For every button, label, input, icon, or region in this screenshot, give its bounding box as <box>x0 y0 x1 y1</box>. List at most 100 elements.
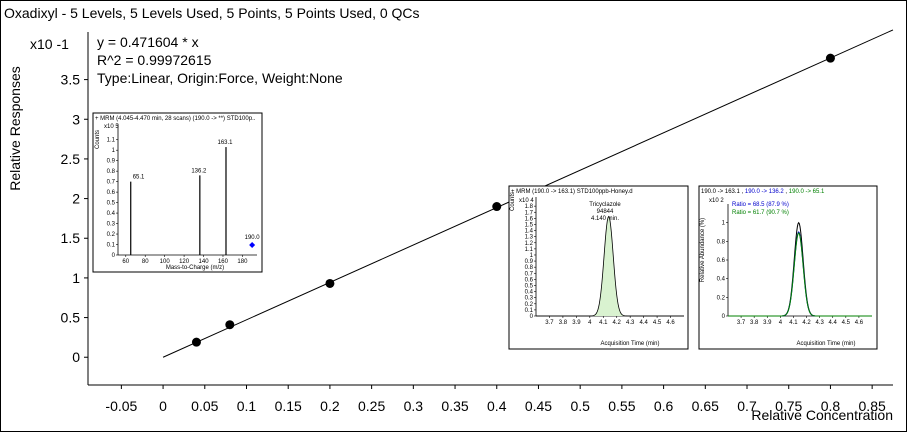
y-multiplier-label: x10 -1 <box>30 36 69 52</box>
y-tick-label: 3.5 <box>61 72 81 88</box>
inset-x-tick-label: 180 <box>237 259 248 265</box>
inset-x-tick-label: 4.3 <box>626 320 635 326</box>
inset-y-tick-label: 0.1 <box>107 243 116 249</box>
compound-name-label: Tricyclazole <box>589 202 621 208</box>
inset-y-tick-label: 0.6 <box>525 277 534 283</box>
inset-y-tick-label: 0.1 <box>525 308 534 314</box>
calibration-point <box>492 202 502 212</box>
inset-y-tick-label: 0.8 <box>717 239 726 245</box>
mass-spectrum-y-label: Counts <box>95 130 101 149</box>
inset-x-tick-label: 3.8 <box>750 320 759 326</box>
x-tick-label: 0.35 <box>441 398 468 414</box>
chromatogram-inset: + MRM (190.0 -> 163.1) STD100ppb-Honey.d… <box>508 185 689 350</box>
inset-x-tick-label: 3.9 <box>572 320 581 326</box>
inset-y-tick-label: 0 <box>722 314 726 320</box>
inset-y-tick-label: 0.7 <box>107 180 116 186</box>
qualifier-title-part: , <box>784 189 789 195</box>
inset-y-tick-label: 1 <box>112 148 116 154</box>
spectrum-peak-label: 163.1 <box>217 140 233 146</box>
x-tick-label: 0.4 <box>487 398 507 414</box>
mass-spectrum-x-label: Mass-to-Charge (m/z) <box>166 265 224 271</box>
inset-y-tick-label: 1.6 <box>525 216 534 222</box>
inset-x-tick-label: 4.6 <box>855 320 864 326</box>
peak-area-label: 94844 <box>597 209 614 215</box>
inset-x-tick-label: 3.7 <box>737 320 746 326</box>
r-squared-text: R^2 = 0.99972615 <box>97 52 212 68</box>
x-tick-label: 0 <box>159 398 167 414</box>
inset-x-tick-label: 3.8 <box>559 320 568 326</box>
chromatogram-trace <box>536 215 684 317</box>
chromatogram-title: + MRM (190.0 -> 163.1) STD100ppb-Honey.d <box>511 189 633 195</box>
retention-time-label: 4.140 min. <box>591 216 619 222</box>
inset-y-tick-label: 0.8 <box>525 265 534 271</box>
mass-spectrum-border <box>92 112 263 273</box>
x-tick-label: 0.6 <box>654 398 674 414</box>
inset-y-tick-label: 0.2 <box>107 232 116 238</box>
mass-spectrum-inset: + MRM (4.045-4.470 min, 28 scans) (190.0… <box>92 112 263 273</box>
fit-type-text: Type:Linear, Origin:Force, Weight:None <box>97 70 343 86</box>
inset-y-tick-label: 1.8 <box>525 204 534 210</box>
x-tick-label: 0.65 <box>692 398 719 414</box>
equation-text: y = 0.471604 * x <box>97 34 199 50</box>
y-tick-label: 2 <box>72 191 80 207</box>
inset-y-tick-label: 0.3 <box>525 296 534 302</box>
inset-x-tick-label: 160 <box>218 259 229 265</box>
inset-x-tick-label: 4.5 <box>842 320 851 326</box>
peak-area-fill <box>536 216 684 316</box>
inset-x-tick-label: 4.6 <box>666 320 675 326</box>
x-tick-label: 0.85 <box>859 398 886 414</box>
x-tick-label: -0.05 <box>105 398 137 414</box>
x-tick-label: 0.1 <box>237 398 257 414</box>
chromatogram-y-label: Counts <box>510 192 516 211</box>
inset-y-tick-label: 1.7 <box>525 210 534 216</box>
inset-y-tick-label: 0.6 <box>107 190 116 196</box>
qualifier-ratio-inset: 190.0 -> 163.1 , 190.0 -> 136.2 , 190.0 … <box>698 185 878 350</box>
inset-y-tick-label: 0.4 <box>717 277 726 283</box>
calibration-point <box>825 53 835 63</box>
qualifier-title: 190.0 -> 163.1 , 190.0 -> 136.2 , 190.0 … <box>701 189 825 195</box>
x-tick-label: 0.75 <box>775 398 802 414</box>
y-tick-label: 0 <box>72 349 80 365</box>
spectrum-peak-label: 65.1 <box>133 175 145 181</box>
y-tick-label: 1 <box>72 270 80 286</box>
inset-y-tick-label: 0.2 <box>525 302 534 308</box>
x-tick-label: 0.55 <box>608 398 635 414</box>
x-tick-label: 0.3 <box>404 398 424 414</box>
inset-x-tick-label: 4.2 <box>802 320 811 326</box>
qualifier-border <box>698 185 878 350</box>
inset-y-tick-label: 1.1 <box>525 247 534 253</box>
inset-x-tick-label: 80 <box>142 259 149 265</box>
inset-x-tick-label: 4.4 <box>639 320 648 326</box>
calibration-point <box>225 320 235 330</box>
inset-y-tick-label: 0.9 <box>107 159 116 165</box>
qualifier-x-label: Acquisition Time (min) <box>796 341 855 347</box>
y-tick-label: 0.5 <box>61 310 81 326</box>
qualifier-y-multiplier: x10 2 <box>709 198 724 204</box>
inset-x-tick-label: 4.3 <box>815 320 824 326</box>
chromatogram-y-multiplier: x10 4 <box>519 198 534 204</box>
qualifier-title-part: 190.0 -> 136.2 <box>745 189 785 195</box>
inset-y-tick-label: 1 <box>722 221 726 227</box>
inset-y-tick-label: 1.5 <box>525 222 534 228</box>
inset-y-tick-label: 1.3 <box>525 235 534 241</box>
inset-x-tick-label: 4.1 <box>789 320 798 326</box>
inset-x-tick-label: 3.7 <box>545 320 554 326</box>
inset-x-tick-label: 140 <box>199 259 210 265</box>
ratio-label-qualifier-2: Ratio = 61.7 (90.7 %) <box>732 210 789 216</box>
calibration-point <box>191 337 201 347</box>
qualifier-title-part: 190.0 -> 163.1 , <box>701 189 745 195</box>
inset-y-tick-label: 1.2 <box>525 241 534 247</box>
inset-y-tick-label: 0 <box>530 314 534 320</box>
x-tick-label: 0.5 <box>570 398 590 414</box>
inset-x-tick-label: 4.4 <box>829 320 838 326</box>
inset-y-tick-label: 0.4 <box>107 211 116 217</box>
chromatogram-border <box>508 185 689 350</box>
ratio-label-qualifier-1: Ratio = 68.5 (87.9 %) <box>732 202 789 208</box>
y-tick-label: 1.5 <box>61 230 81 246</box>
y-tick-label: 2.5 <box>61 151 81 167</box>
mass-spectrum-y-multiplier: x10 5 <box>104 124 119 130</box>
main-chart: Relative Responses x10 -1 Relative Conce… <box>7 29 894 423</box>
inset-y-tick-label: 0.3 <box>107 222 116 228</box>
qualifier-trace <box>728 232 872 317</box>
